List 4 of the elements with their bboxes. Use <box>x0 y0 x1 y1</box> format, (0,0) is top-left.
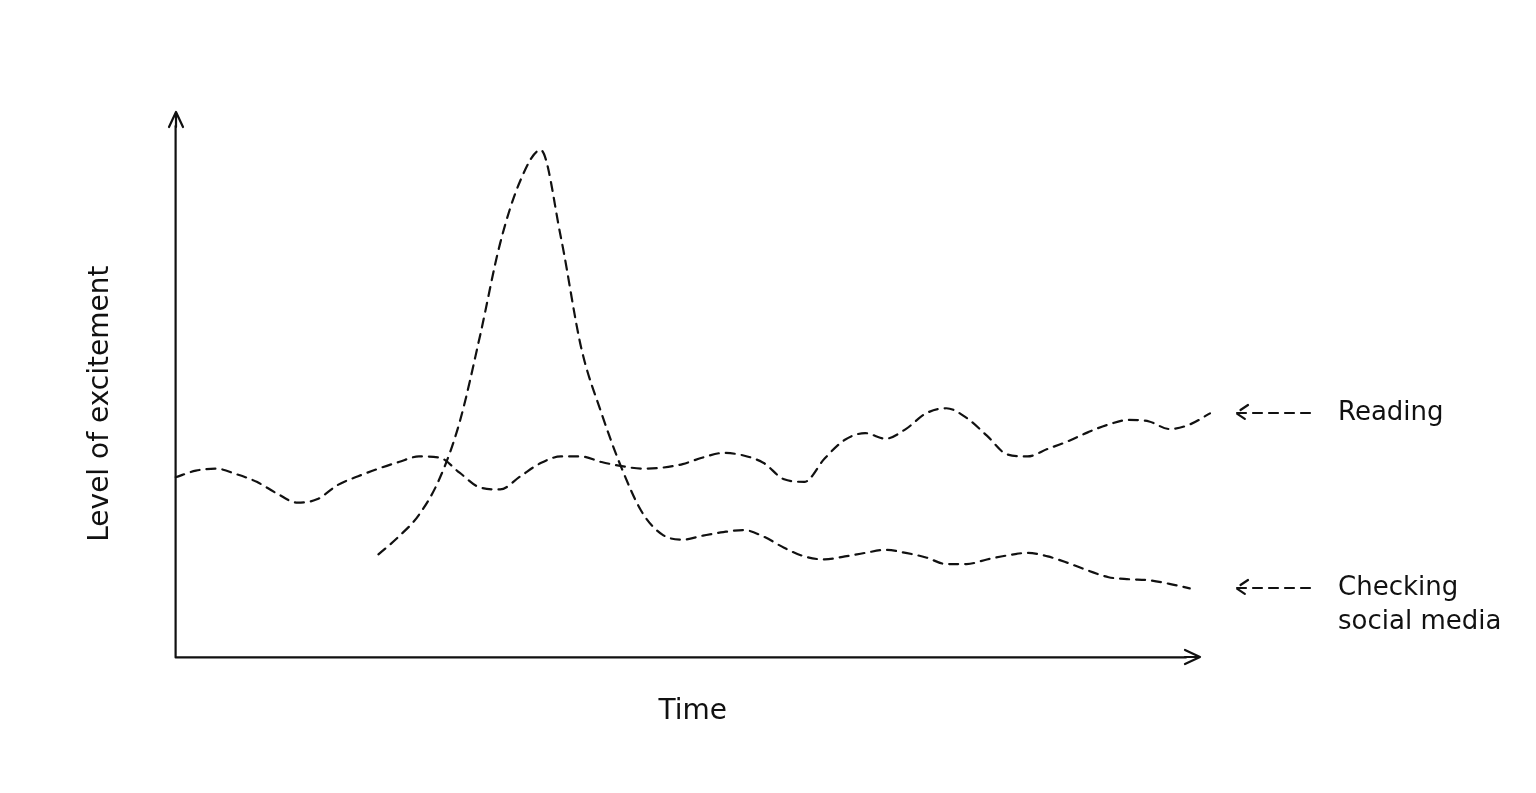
legend-label: Reading <box>1338 396 1444 427</box>
y-axis-title: Level of excitement <box>82 265 116 542</box>
x-axis-title: Time <box>657 693 728 727</box>
legend-label: Checking social media <box>1338 571 1502 636</box>
